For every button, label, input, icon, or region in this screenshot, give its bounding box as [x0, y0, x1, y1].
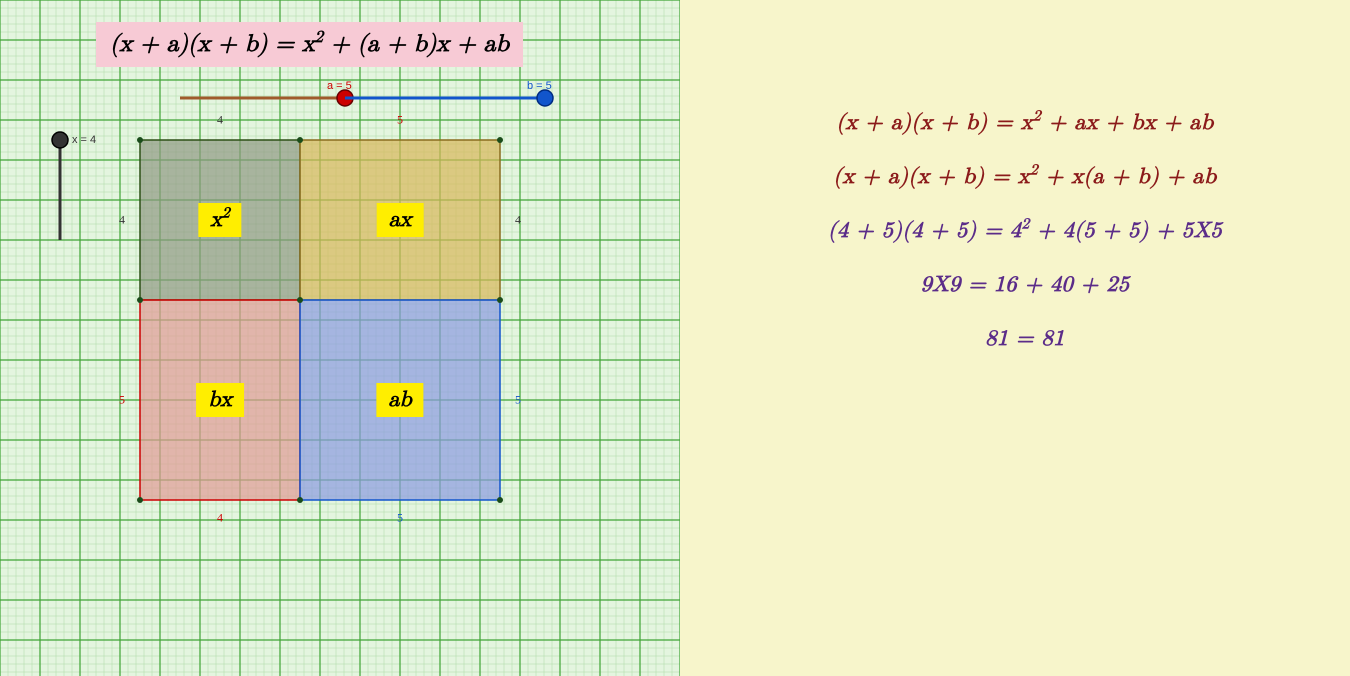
slider-x-label: x = 4 — [72, 134, 96, 146]
dim-top-a: 5 — [397, 113, 403, 128]
dim-bottom-a: 5 — [397, 511, 403, 526]
slider-b-handle[interactable] — [535, 88, 555, 108]
slider-x-handle[interactable] — [50, 130, 70, 150]
label-x2: x2 — [198, 203, 241, 237]
dim-left-b: 5 — [119, 393, 125, 408]
equation-line-3: (4 + 5)(4 + 5) = 42 + 4(5 + 5) + 5X5 — [730, 218, 1320, 244]
equation-line-4: 9X9 = 16 + 40 + 25 — [730, 272, 1320, 298]
label-ab: ab — [376, 383, 423, 417]
title-formula: (x + a)(x + b) = x2 + (a + b)x + ab — [96, 22, 523, 67]
equation-line-2: (x + a)(x + b) = x2 + x(a + b) + ab — [730, 164, 1320, 190]
dim-left-x: 4 — [119, 213, 125, 228]
slider-a-handle[interactable] — [335, 88, 355, 108]
equations-panel: (x + a)(x + b) = x2 + ax + bx + ab (x + a… — [680, 0, 1350, 676]
geometry-panel: (x + a)(x + b) = x2 + (a + b)x + ab x2 ax… — [0, 0, 680, 676]
dim-top-x: 4 — [217, 113, 223, 128]
label-bx: bx — [196, 383, 244, 417]
equation-line-1: (x + a)(x + b) = x2 + ax + bx + ab — [730, 110, 1320, 136]
dim-right-x: 4 — [515, 213, 521, 228]
dim-right-b: 5 — [515, 393, 521, 408]
equation-line-5: 81 = 81 — [730, 326, 1320, 352]
dim-bottom-x: 4 — [217, 511, 223, 526]
label-ax: ax — [377, 203, 424, 237]
